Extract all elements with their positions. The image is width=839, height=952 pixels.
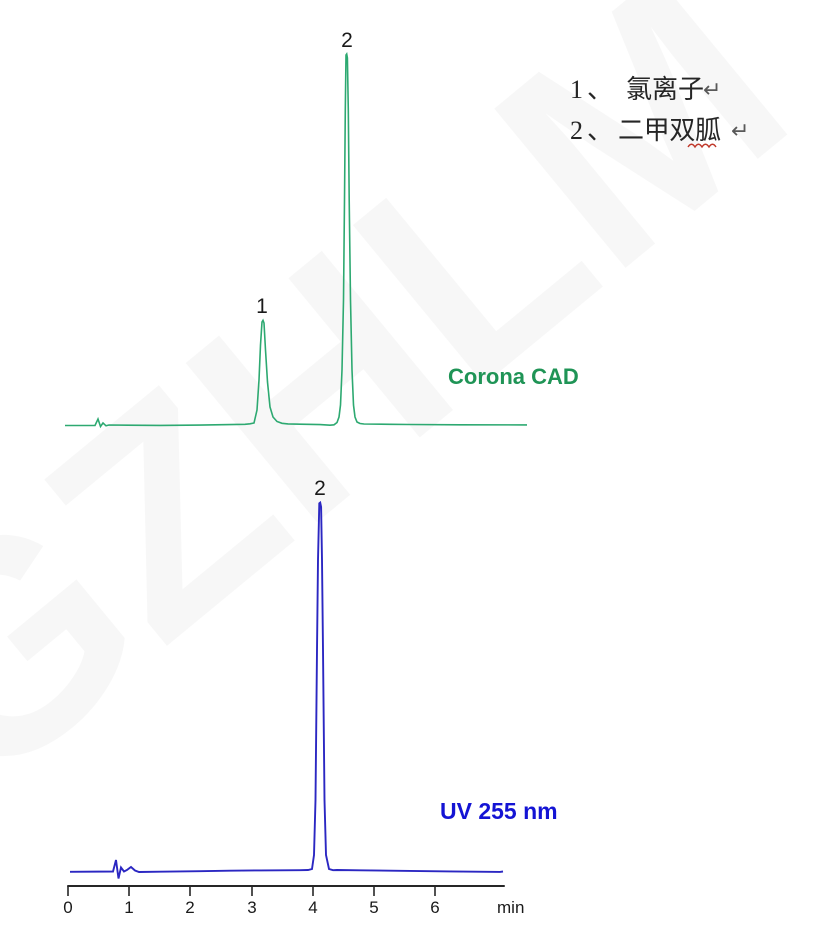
svg-text:4: 4	[308, 898, 317, 917]
svg-text:1: 1	[124, 898, 133, 917]
svg-text:2: 2	[314, 477, 326, 500]
svg-text:2: 2	[185, 898, 194, 917]
svg-text:5: 5	[369, 898, 378, 917]
svg-text:UV 255 nm: UV 255 nm	[440, 798, 558, 824]
svg-text:6: 6	[430, 898, 439, 917]
svg-text:min: min	[497, 898, 524, 917]
svg-text:3: 3	[247, 898, 256, 917]
svg-text:0: 0	[63, 898, 72, 917]
